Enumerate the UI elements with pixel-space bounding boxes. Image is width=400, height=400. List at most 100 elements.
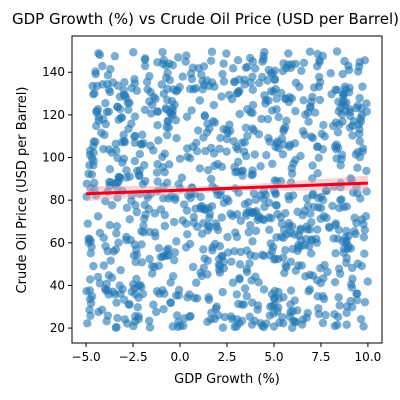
scatter-point xyxy=(243,62,252,71)
scatter-point xyxy=(131,257,140,267)
scatter-point xyxy=(204,295,214,304)
scatter-point xyxy=(279,126,288,136)
scatter-point xyxy=(93,212,103,221)
scatter-point xyxy=(185,239,195,249)
scatter-point xyxy=(174,53,183,62)
scatter-point xyxy=(207,143,216,153)
scatter-point xyxy=(172,134,181,143)
scatter-point xyxy=(207,78,217,87)
scatter-point xyxy=(234,299,243,309)
scatter-point xyxy=(239,147,249,156)
scatter-point xyxy=(142,77,152,87)
scatter-point xyxy=(248,100,258,110)
scatter-point xyxy=(222,49,231,58)
x-tick-label: 7.5 xyxy=(311,350,330,364)
scatter-point xyxy=(164,244,173,253)
scatter-point xyxy=(277,219,287,229)
scatter-point xyxy=(188,63,198,72)
scatter-point xyxy=(161,61,171,70)
scatter-point xyxy=(153,177,162,186)
scatter-point xyxy=(336,103,345,113)
scatter-point xyxy=(218,69,227,79)
scatter-point xyxy=(248,85,257,94)
scatter-point xyxy=(271,190,280,199)
trend-layer xyxy=(86,175,368,202)
scatter-point xyxy=(232,210,242,219)
scatter-point xyxy=(294,231,304,240)
scatter-point xyxy=(158,47,167,57)
scatter-point xyxy=(88,81,97,91)
scatter-point xyxy=(261,99,270,108)
scatter-point xyxy=(207,201,217,211)
scatter-point xyxy=(166,298,175,307)
scatter-point xyxy=(122,166,131,175)
scatter-point xyxy=(150,209,160,218)
x-axis: −5.0 −2.5 0.0 2.5 5.0 7.5 10.0 xyxy=(72,343,382,364)
scatter-point xyxy=(86,299,96,308)
scatter-point xyxy=(103,71,113,80)
scatter-point xyxy=(274,143,283,153)
scatter-point xyxy=(234,188,243,198)
scatter-point xyxy=(360,298,370,307)
scatter-point xyxy=(135,149,145,159)
scatter-point xyxy=(313,225,322,234)
scatter-point xyxy=(299,96,308,105)
scatter-point xyxy=(236,247,245,257)
scatter-point xyxy=(244,228,253,237)
scatter-point xyxy=(223,232,232,242)
scatter-point xyxy=(272,94,281,103)
scatter-point xyxy=(135,171,144,181)
scatter-point xyxy=(360,225,370,235)
scatter-point xyxy=(192,278,201,287)
scatter-point xyxy=(306,209,315,218)
scatter-point xyxy=(102,279,111,289)
scatter-point xyxy=(85,275,95,284)
scatter-point xyxy=(225,120,234,129)
scatter-point xyxy=(207,47,217,56)
scatter-point xyxy=(172,311,182,320)
x-tick-label: 5.0 xyxy=(264,350,283,364)
scatter-point xyxy=(162,122,171,132)
scatter-point xyxy=(246,220,255,230)
scatter-point xyxy=(333,128,343,137)
scatter-point xyxy=(233,55,243,65)
scatter-point xyxy=(122,232,131,242)
scatter-point xyxy=(219,124,228,134)
scatter-point xyxy=(118,284,127,294)
scatter-point xyxy=(125,172,134,181)
scatter-point xyxy=(149,146,158,155)
scatter-point xyxy=(117,113,127,122)
scatter-point xyxy=(149,300,158,309)
scatter-point xyxy=(291,266,301,275)
scatter-point xyxy=(130,131,140,141)
scatter-point xyxy=(191,83,201,93)
scatter-point xyxy=(153,160,162,169)
y-axis-label: Crude Oil Price (USD per Barrel) xyxy=(15,87,30,294)
scatter-point xyxy=(158,152,167,162)
scatter-point xyxy=(110,290,120,299)
scatter-point xyxy=(153,107,163,116)
scatter-point xyxy=(113,313,122,323)
scatter-point xyxy=(312,234,321,244)
scatter-point xyxy=(182,112,192,121)
scatter-point xyxy=(203,226,213,235)
scatter-point xyxy=(342,320,351,329)
scatter-point xyxy=(140,61,150,71)
scatter-point xyxy=(331,249,340,258)
scatter-point xyxy=(156,252,165,262)
scatter-point xyxy=(133,303,142,312)
scatter-point xyxy=(206,56,216,66)
scatter-point xyxy=(132,207,142,217)
scatter-point xyxy=(336,161,345,170)
scatter-point xyxy=(134,293,143,302)
scatter-point xyxy=(177,173,187,182)
scatter-point xyxy=(342,253,351,263)
scatter-point xyxy=(188,262,198,272)
scatter-point xyxy=(200,112,210,121)
scatter-point xyxy=(164,250,173,260)
scatter-point xyxy=(330,277,340,287)
scatter-point xyxy=(267,214,276,223)
scatter-point xyxy=(246,250,255,260)
x-tick-label: −2.5 xyxy=(118,350,147,364)
x-tick-label: 10.0 xyxy=(355,350,382,364)
